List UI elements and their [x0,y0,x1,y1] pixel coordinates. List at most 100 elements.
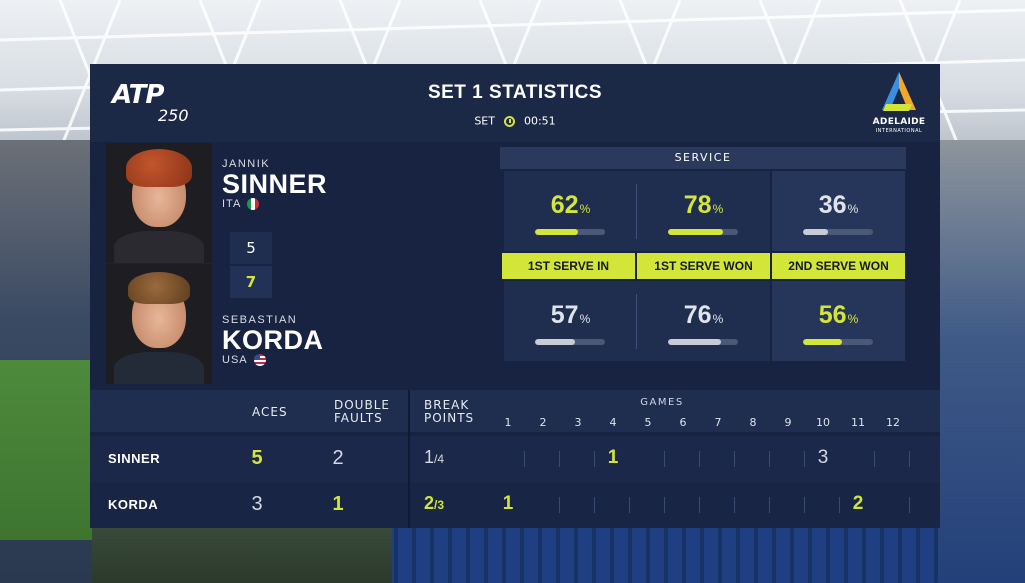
p2-first-serve-won-value: 76% [637,301,770,330]
row-player-name: SINNER [108,451,161,466]
player1-country: ITA [222,198,242,210]
service-header: SERVICE [500,147,906,169]
service-divider [636,184,637,239]
player1-name-block: JANNIK SINNER ITA [222,158,328,211]
break-points-header: BREAK POINTS [424,399,474,425]
row-bp-total: /3 [434,498,445,512]
p2-fsi-bar [535,339,605,345]
game-cell: 1 [502,493,514,514]
game-number: 1 [504,416,512,429]
row-aces: 5 [251,447,263,469]
game-number: 10 [816,416,830,429]
row-double-faults: 1 [332,493,344,515]
game-cell: 2 [852,493,864,514]
game-number: 9 [784,416,792,429]
p1-ssw-fill [803,229,829,235]
p2-ssw-unit: % [847,312,859,326]
break-points-header-line1: BREAK [424,398,470,412]
player2-set-score: 7 [230,266,272,298]
player2-hair [128,272,190,304]
game-cell-empty [699,497,700,513]
column-divider [408,390,410,528]
game-cell-empty [909,451,910,467]
p2-fsw-unit: % [712,312,724,326]
p1-fsi-unit: % [579,202,591,216]
row-bp-won: 2 [424,493,435,513]
game-cell-empty [734,451,735,467]
label-second-serve-won: 2ND SERVE WON [772,253,905,279]
p1-ssw-number: 36 [818,191,847,219]
atp-logo: ATP 250 [112,82,202,126]
game-cell-empty [909,497,910,513]
p1-ssw-bar [803,229,873,235]
game-cell-empty [594,451,595,467]
game-cell-empty [699,451,700,467]
game-cell-empty [769,497,770,513]
double-faults-header: DOUBLE FAULTS [334,399,390,425]
row-double-faults: 2 [332,447,344,469]
adelaide-name: ADELAIDE [872,117,926,127]
game-cell-empty [524,451,525,467]
row-bp-won: 1 [424,447,435,467]
p1-fsw-unit: % [712,202,724,216]
player1-shirt [114,231,204,263]
label-first-serve-won: 1ST SERVE WON [637,253,770,279]
player2-country: USA [222,354,248,366]
player1-hair [126,149,192,187]
p2-fsi-fill [535,339,575,345]
player2-first-name: SEBASTIAN [222,314,298,326]
player1-last-name: SINNER [222,169,328,199]
games-header: GAMES [640,397,684,408]
set-label: SET [474,114,495,128]
game-number: 8 [749,416,757,429]
set-duration: SET 00:51 [90,114,940,128]
service-divider [636,294,637,349]
game-cell-empty [629,497,630,513]
p2-ssw-fill [803,339,843,345]
p2-fsw-bar [668,339,738,345]
game-cell-empty [804,451,805,467]
game-number: 3 [574,416,582,429]
game-number: 12 [886,416,900,429]
game-cell-empty [664,451,665,467]
game-cell-empty [804,497,805,513]
game-number: 6 [679,416,687,429]
game-cell-empty [664,497,665,513]
player1-first-name: JANNIK [222,158,271,170]
player2-name-block: SEBASTIAN KORDA USA [222,314,324,367]
p2-fsw-fill [668,339,722,345]
summary-header [90,390,940,432]
p2-ssw-number: 56 [818,301,847,329]
row-bp-total: /4 [434,452,445,466]
game-cell-empty [839,497,840,513]
p1-fsw-fill [668,229,723,235]
table-row-sinner: SINNER 5 2 1/4 1 3 [90,436,940,482]
p2-first-serve-in-value: 57% [504,301,637,330]
row-player-name: KORDA [108,497,159,512]
double-faults-header-line2: FAULTS [334,411,383,425]
p1-first-serve-won-value: 78% [637,191,770,220]
row-break-points: 1/4 [424,447,444,468]
p1-first-serve-in-value: 62% [504,191,637,220]
game-cell-empty [874,451,875,467]
p2-first-serve-in: 57% [504,281,637,361]
p2-second-serve-won-value: 56% [772,301,905,330]
adelaide-sub: INTERNATIONAL [875,128,923,134]
usa-flag-icon [253,354,266,367]
label-first-serve-in: 1ST SERVE IN [502,253,635,279]
player1-set-score: 5 [230,232,272,264]
right-stand [938,140,1025,583]
game-number: 11 [851,416,865,429]
row-aces: 3 [251,493,263,515]
page-title: SET 1 STATISTICS [427,82,603,103]
set-time: 00:51 [523,114,556,128]
p2-fsi-unit: % [579,312,591,326]
player2-country-row: USA [222,354,324,367]
adelaide-logo: ADELAIDE INTERNATIONAL [866,70,932,138]
panel-header: ATP 250 SET 1 STATISTICS SET 00:51 ADELA… [90,64,940,142]
aces-header: ACES [252,405,288,419]
row-break-points: 2/3 [424,493,444,514]
p2-ssw-bar [803,339,873,345]
player2-photo [106,264,212,384]
game-number: 2 [539,416,547,429]
